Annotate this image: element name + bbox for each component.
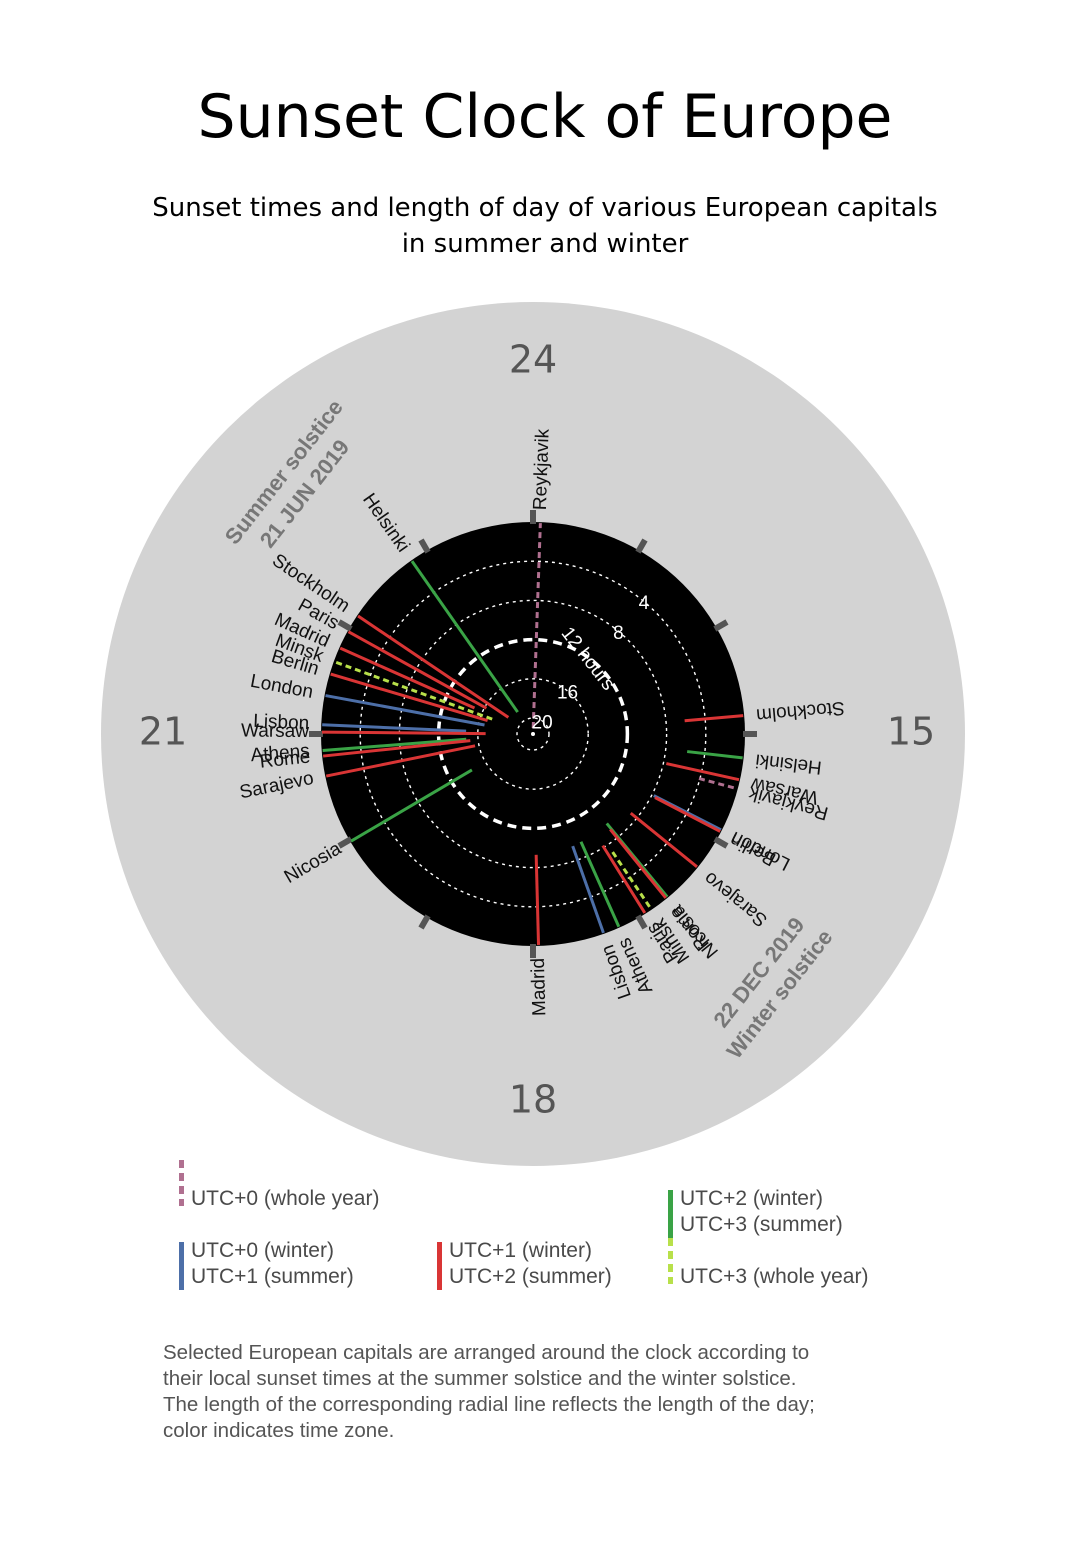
city-line-summer-athens bbox=[322, 737, 467, 753]
ring-4 bbox=[359, 560, 707, 908]
note-line-3: The length of the corresponding radial l… bbox=[163, 1393, 815, 1416]
day-length-rings bbox=[359, 560, 707, 908]
city-label-summer-athens: Athens bbox=[250, 741, 311, 767]
city-line-winter-paris bbox=[601, 844, 647, 914]
city-line-winter-sarajevo bbox=[629, 811, 698, 868]
city-lines bbox=[321, 523, 744, 945]
city-line-winter-madrid bbox=[534, 854, 541, 945]
hour-tick bbox=[713, 619, 729, 632]
chart-title: Sunset Clock of Europe bbox=[197, 82, 893, 152]
city-line-summer-lisbon bbox=[322, 723, 467, 733]
city-line-winter-athens bbox=[579, 841, 621, 928]
city-label-summer-warsaw: Warsaw bbox=[241, 720, 309, 742]
hour-ticks bbox=[309, 510, 757, 958]
city-line-summer-london bbox=[325, 694, 485, 727]
city-line-winter-minsk bbox=[611, 851, 653, 910]
ring-label: 8 bbox=[613, 623, 624, 644]
hour-tick bbox=[418, 914, 431, 930]
city-line-summer-berlin bbox=[330, 672, 489, 722]
hour-tick bbox=[635, 538, 648, 554]
city-line-summer-sarajevo bbox=[325, 744, 476, 778]
city-line-winter-lisbon bbox=[571, 845, 605, 934]
hour-label: 15 bbox=[887, 710, 935, 754]
chart-note: Selected European capitals are arranged … bbox=[163, 1340, 943, 1444]
city-line-winter-berlin bbox=[654, 796, 721, 833]
city-label-summer-reykjavik: Reykjavik bbox=[530, 428, 554, 510]
city-line-winter-helsinki bbox=[686, 750, 743, 760]
hour-label: 18 bbox=[509, 1078, 557, 1122]
city-label-winter-madrid: Madrid bbox=[528, 958, 551, 1017]
subtitle-line-1: Sunset times and length of day of variou… bbox=[152, 193, 938, 223]
city-line-summer-rome bbox=[322, 739, 471, 758]
hour-tick bbox=[635, 914, 648, 930]
ring-20 bbox=[516, 717, 550, 751]
city-line-winter-warsaw bbox=[665, 762, 740, 782]
note-line-4: color indicates time zone. bbox=[163, 1419, 395, 1442]
city-line-summer-minsk bbox=[334, 660, 493, 721]
subtitle-line-2: in summer and winter bbox=[401, 229, 689, 259]
hour-tick bbox=[337, 836, 353, 849]
city-line-winter-rome bbox=[609, 828, 667, 899]
city-line-winter-stockholm bbox=[684, 714, 744, 723]
ring-12 bbox=[436, 637, 630, 831]
ring-16 bbox=[477, 678, 589, 790]
city-label-summer-lisbon: Lisbon bbox=[253, 711, 310, 734]
note-line-2: their local sunset times at the summer s… bbox=[163, 1367, 797, 1390]
city-line-winter-reykjavik bbox=[698, 777, 738, 791]
city-line-summer-reykjavik bbox=[531, 523, 542, 729]
ring-label: 20 bbox=[532, 712, 553, 733]
ring-label: 16 bbox=[557, 683, 578, 704]
hour-tick bbox=[713, 836, 729, 849]
ring-label: 4 bbox=[639, 593, 650, 614]
city-line-summer-warsaw bbox=[321, 730, 486, 736]
hour-tick bbox=[418, 538, 431, 554]
city-line-summer-helsinki bbox=[410, 560, 519, 713]
note-line-1: Selected European capitals are arranged … bbox=[163, 1341, 810, 1364]
clock-center bbox=[531, 732, 535, 736]
hour-label: 21 bbox=[139, 710, 187, 754]
hour-tick bbox=[337, 619, 353, 632]
ring-8 bbox=[398, 599, 668, 869]
city-line-summer-madrid bbox=[339, 646, 476, 710]
city-line-summer-stockholm bbox=[357, 614, 510, 719]
hour-label: 24 bbox=[509, 338, 557, 382]
city-line-summer-paris bbox=[347, 630, 488, 710]
chart-subtitle: Sunset times and length of day of variou… bbox=[0, 190, 1090, 262]
city-line-summer-nicosia bbox=[350, 768, 473, 843]
